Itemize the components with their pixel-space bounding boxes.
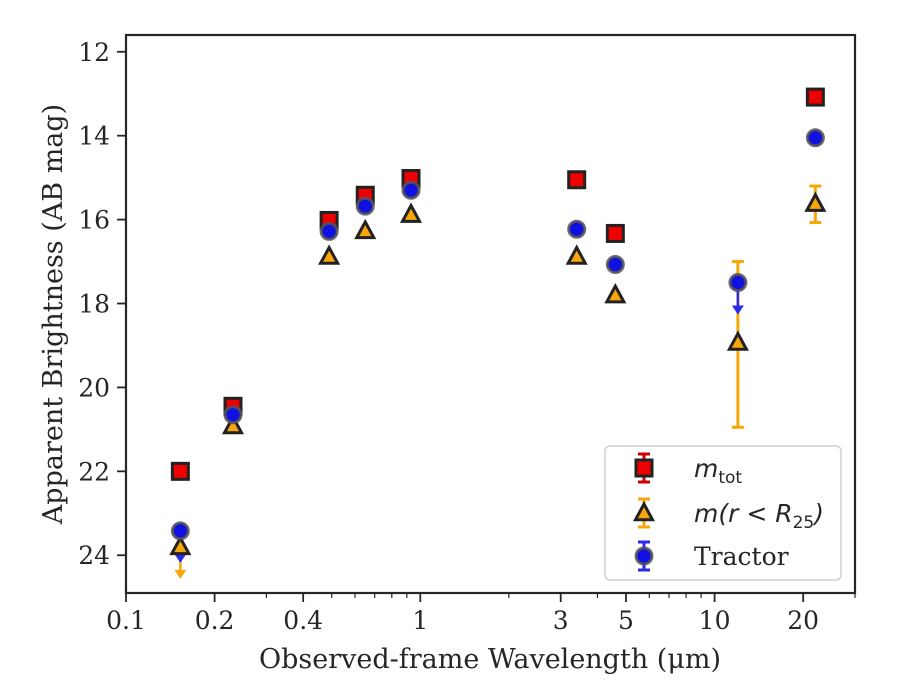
circle-point [567,219,587,239]
x-tick-label: 3 [553,606,569,635]
circle-point [805,128,825,148]
data-marks [169,87,827,579]
y-tick-label: 20 [78,373,110,402]
y-tick-label: 14 [78,122,110,151]
upper-limit-arrowhead [731,305,744,315]
triangle-point [604,282,627,304]
triangle-point [221,413,245,435]
x-tick-label: 0.1 [106,606,146,635]
x-tick-label: 10 [699,606,731,635]
circle-point [728,273,748,293]
legend-marker [634,458,654,478]
circle-point [319,221,339,241]
triangle-point [318,244,341,265]
legend-label: m(r < R25) [694,499,824,533]
square-point [567,170,587,190]
triangle-point [804,191,827,212]
x-axis: 0.1 0.2 0.4 1 3 5 10 20 [106,593,856,635]
y-axis-label: Apparent Brightness (AB mag) [38,104,69,525]
triangle-point [565,244,588,265]
upper-limit-arrowhead [174,553,187,563]
x-tick-label: 20 [787,606,819,635]
x-tick-label: 0.2 [195,606,235,635]
square-point [170,461,190,481]
x-tick-label: 1 [412,606,428,635]
legend-box [604,445,842,581]
triangle-point [399,202,423,223]
y-tick-label: 24 [78,541,110,570]
x-tick-label: 0.4 [283,606,323,635]
y-tick-label: 16 [78,206,110,235]
y-tick-label: 12 [78,38,110,67]
circle-point [223,405,243,425]
legend-marker [634,546,654,566]
triangle-point [169,534,192,556]
x-tick-label: 5 [618,606,634,635]
triangle-point [726,330,749,351]
circle-point [355,196,375,216]
triangle-point [354,218,377,240]
x-axis-label: Observed-frame Wavelength (μm) [259,644,721,675]
circle-point [605,254,625,274]
y-tick-label: 18 [78,290,110,319]
upper-limit-arrowhead [174,569,187,579]
y-tick-label: 22 [78,457,110,486]
legend: mtot m(r < R25) Tractor [604,445,842,581]
square-point [805,87,825,107]
circle-point [401,180,421,200]
legend-marker [632,500,656,522]
y-axis: 12 14 16 18 20 22 24 [78,38,126,570]
legend-label: Tractor [694,542,789,571]
circle-point [170,521,190,541]
square-point [605,223,625,243]
legend-label: mtot [694,454,742,488]
